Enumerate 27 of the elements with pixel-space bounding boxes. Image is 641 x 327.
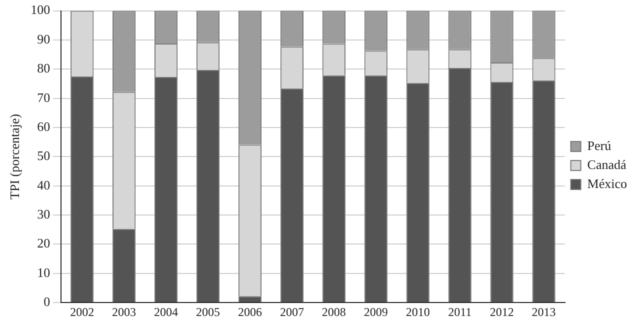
x-tick-label: 2013 [532, 304, 556, 319]
y-tick-label: 20 [37, 236, 50, 251]
y-tick-label: 50 [37, 148, 50, 164]
x-tick-label: 2012 [490, 304, 514, 319]
y-tick-label: 100 [30, 2, 50, 18]
x-tick-label: 2006 [238, 304, 262, 319]
y-tick-label: 40 [37, 177, 50, 192]
legend-label: Canadá [587, 156, 626, 172]
legend-label: México [587, 176, 628, 191]
y-tick-label: 90 [37, 31, 50, 46]
x-tick-label: 2008 [322, 304, 346, 319]
y-axis-title: TPI (porcentaje) [7, 114, 22, 200]
x-tick-label: 2007 [280, 304, 304, 319]
y-tick-label: 30 [37, 206, 50, 222]
x-tick-label: 2010 [406, 304, 430, 319]
y-tick-label: 70 [37, 90, 50, 105]
y-tick-label: 0 [44, 294, 50, 310]
y-tick-label: 10 [37, 264, 50, 280]
legend-label: Perú [587, 138, 612, 153]
x-tick-label: 2003 [112, 304, 136, 319]
y-tick-label: 80 [37, 60, 50, 76]
x-tick-label: 2002 [70, 304, 94, 319]
x-tick-label: 2005 [196, 304, 220, 319]
x-tick-label: 2011 [448, 304, 472, 319]
y-tick-label: 60 [37, 118, 50, 134]
x-tick-label: 2004 [154, 304, 178, 319]
x-tick-label: 2009 [364, 304, 388, 319]
